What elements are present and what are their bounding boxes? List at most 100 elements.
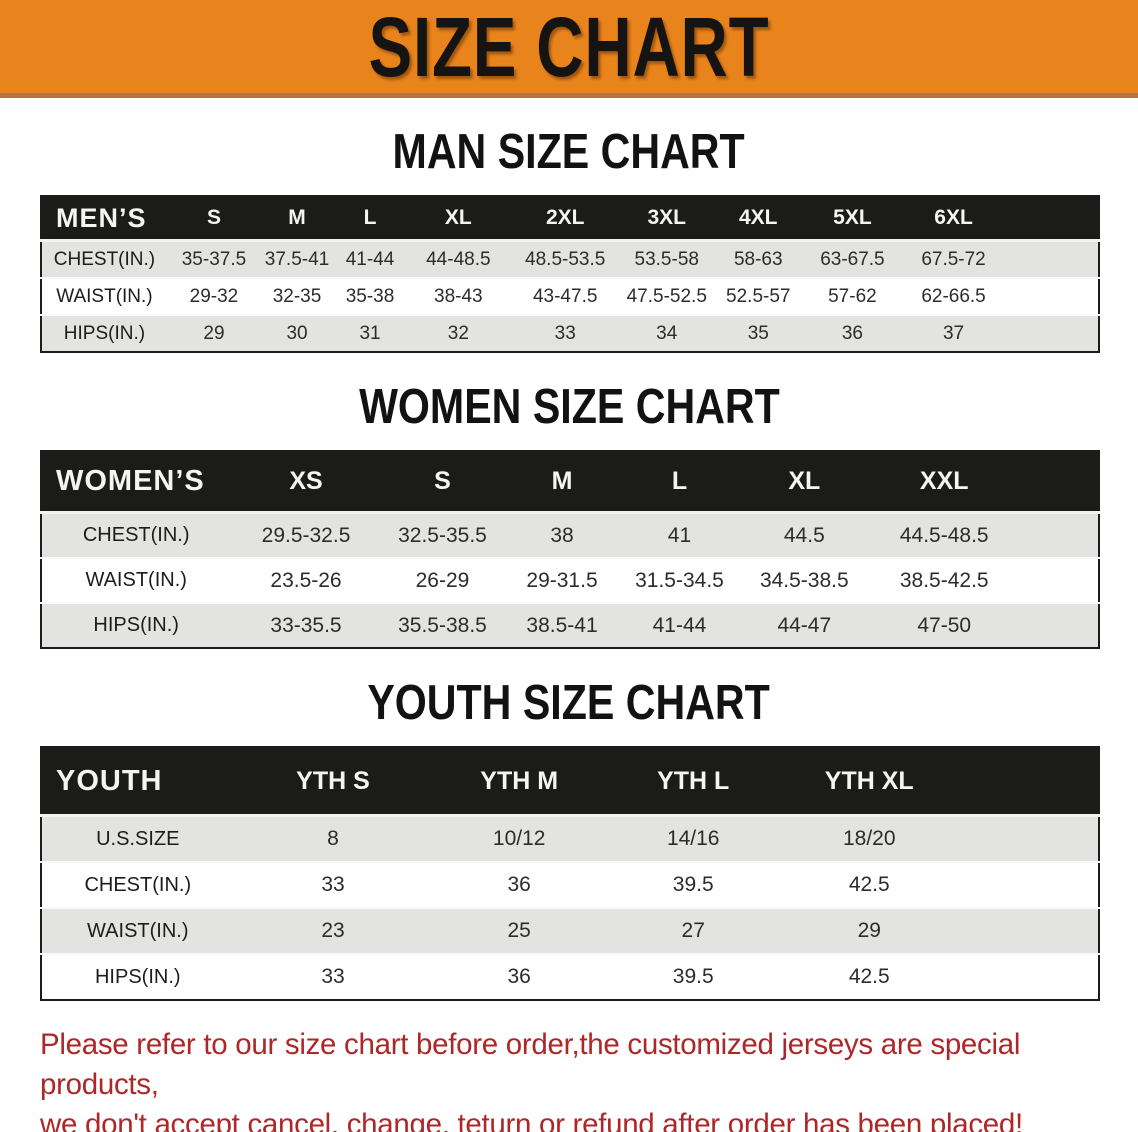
youth-row-label: CHEST(IN.): [41, 861, 234, 908]
youth-size-value-cell: 42.5: [780, 953, 1099, 1000]
women-row-label: HIPS(IN.): [41, 602, 231, 648]
men-row-label: HIPS(IN.): [41, 314, 167, 352]
men-size-value-cell: 58-63: [712, 239, 804, 278]
men-size-value-cell: 29-32: [166, 277, 262, 315]
youth-row-label: WAIST(IN.): [41, 907, 234, 954]
women-table-row: WAIST(IN.) 23.5-26 26-29 29-31.5 31.5-34.5 34…: [41, 557, 1099, 603]
women-header-row: WOMEN’S XS S M L XL XXL: [41, 451, 1099, 514]
men-size-value-cell: 41-44: [332, 239, 408, 278]
women-size-value-cell: 41-44: [620, 602, 739, 648]
youth-size-column-header: YTH XL: [780, 747, 1099, 817]
women-size-value-cell: 44-47: [738, 602, 871, 648]
men-size-value-cell: 34: [620, 314, 713, 352]
youth-table-row: U.S.SIZE 8 10/12 14/16 18/20: [41, 814, 1099, 862]
men-row-label: CHEST(IN.): [41, 239, 167, 278]
youth-size-value-cell: 10/12: [432, 814, 606, 862]
men-row-label: WAIST(IN.): [41, 277, 167, 315]
men-size-value-cell: 62-66.5: [901, 277, 1099, 315]
women-size-value-cell: 34.5-38.5: [738, 557, 871, 603]
men-size-column-header: 3XL: [620, 196, 713, 242]
women-size-value-cell: 38: [503, 511, 621, 558]
youth-size-value-cell: 23: [233, 907, 433, 954]
men-table-row: HIPS(IN.) 29 30 31 32 33 34 35 36 37: [41, 314, 1099, 352]
women-size-value-cell: 44.5: [738, 511, 871, 558]
youth-size-column-header: YTH L: [605, 747, 781, 817]
women-size-value-cell: 33-35.5: [230, 602, 382, 648]
youth-row-label: U.S.SIZE: [41, 814, 234, 862]
banner-title: SIZE CHART: [368, 0, 770, 94]
men-size-value-cell: 31: [332, 314, 408, 352]
youth-size-value-cell: 33: [233, 953, 433, 1000]
men-size-column-header: S: [166, 196, 262, 242]
men-size-table: MEN’S S M L XL 2XL 3XL 4XL 5XL 6XL CHEST(IN.) 35-37…: [40, 195, 1100, 353]
men-size-value-cell: 43-47.5: [509, 277, 621, 315]
women-table-wrap: WOMEN’S XS S M L XL XXL CHEST(IN.) 29.5-32.5 32.5…: [0, 450, 1138, 649]
youth-table-label: YOUTH: [41, 747, 234, 817]
men-section-heading-text: MAN SIZE CHART: [392, 125, 746, 179]
men-size-value-cell: 29: [166, 314, 262, 352]
youth-row-label: HIPS(IN.): [41, 953, 234, 1000]
youth-size-column-header: YTH M: [432, 747, 606, 817]
women-size-value-cell: 44.5-48.5: [870, 511, 1099, 558]
section-men: MAN SIZE CHART MEN’S S M L XL 2XL 3XL 4XL 5XL 6XL C…: [0, 128, 1138, 353]
notice-line-1: Please refer to our size chart before or…: [40, 1028, 1021, 1101]
men-table-wrap: MEN’S S M L XL 2XL 3XL 4XL 5XL 6XL CHEST(IN.) 35-37…: [0, 195, 1138, 353]
youth-section-heading: YOUTH SIZE CHART: [0, 679, 1138, 728]
banner: SIZE CHART: [0, 0, 1138, 98]
men-size-value-cell: 38-43: [407, 277, 510, 315]
men-size-value-cell: 35: [712, 314, 804, 352]
women-table-row: HIPS(IN.) 33-35.5 35.5-38.5 38.5-41 41-44 44-…: [41, 602, 1099, 648]
youth-size-value-cell: 42.5: [780, 861, 1099, 908]
youth-size-table: YOUTH YTH S YTH M YTH L YTH XL U.S.SIZE 8 10/12…: [40, 746, 1100, 1001]
men-size-value-cell: 57-62: [803, 277, 902, 315]
women-size-value-cell: 47-50: [870, 602, 1099, 648]
women-size-value-cell: 31.5-34.5: [620, 557, 739, 603]
youth-size-value-cell: 39.5: [605, 861, 781, 908]
men-size-column-header: M: [261, 196, 333, 242]
women-size-value-cell: 35.5-38.5: [381, 602, 504, 648]
men-size-value-cell: 37.5-41: [261, 239, 333, 278]
section-youth: YOUTH SIZE CHART YOUTH YTH S YTH M YTH L YTH …: [0, 679, 1138, 1001]
men-table-row: WAIST(IN.) 29-32 32-35 35-38 38-43 43-47.5 47.…: [41, 277, 1099, 315]
men-section-heading: MAN SIZE CHART: [0, 128, 1138, 177]
men-size-value-cell: 33: [509, 314, 621, 352]
women-size-value-cell: 26-29: [381, 557, 504, 603]
youth-size-value-cell: 29: [780, 907, 1099, 954]
youth-size-value-cell: 36: [432, 953, 606, 1000]
youth-size-value-cell: 27: [605, 907, 781, 954]
women-section-heading: WOMEN SIZE CHART: [0, 383, 1138, 432]
women-table-label: WOMEN’S: [41, 451, 231, 514]
size-chart-sections: MAN SIZE CHART MEN’S S M L XL 2XL 3XL 4XL 5XL 6XL C…: [0, 128, 1138, 1001]
men-size-column-header: 4XL: [712, 196, 804, 242]
youth-table-wrap: YOUTH YTH S YTH M YTH L YTH XL U.S.SIZE 8 10/12…: [0, 746, 1138, 1001]
men-size-column-header: 5XL: [803, 196, 902, 242]
men-size-column-header: 2XL: [509, 196, 621, 242]
men-size-value-cell: 67.5-72: [901, 239, 1099, 278]
women-size-value-cell: 38.5-42.5: [870, 557, 1099, 603]
women-size-column-header: M: [503, 451, 621, 514]
youth-size-column-header: YTH S: [233, 747, 433, 817]
youth-size-value-cell: 33: [233, 861, 433, 908]
women-size-value-cell: 29-31.5: [503, 557, 621, 603]
men-size-value-cell: 52.5-57: [712, 277, 804, 315]
men-size-value-cell: 32: [407, 314, 510, 352]
youth-header-row: YOUTH YTH S YTH M YTH L YTH XL: [41, 747, 1099, 817]
women-size-table: WOMEN’S XS S M L XL XXL CHEST(IN.) 29.5-32.5 32.5…: [40, 450, 1100, 649]
youth-size-value-cell: 14/16: [605, 814, 781, 862]
women-row-label: CHEST(IN.): [41, 511, 231, 558]
women-size-value-cell: 41: [620, 511, 739, 558]
men-size-value-cell: 48.5-53.5: [509, 239, 621, 278]
section-women: WOMEN SIZE CHART WOMEN’S XS S M L XL XXL CHEST(I…: [0, 383, 1138, 649]
men-size-value-cell: 44-48.5: [407, 239, 510, 278]
men-size-value-cell: 63-67.5: [803, 239, 902, 278]
footer-notice: Please refer to our size chart before or…: [40, 1025, 1100, 1132]
women-size-column-header: XS: [230, 451, 382, 514]
men-size-value-cell: 32-35: [261, 277, 333, 315]
women-section-heading-text: WOMEN SIZE CHART: [358, 380, 780, 434]
youth-size-value-cell: 39.5: [605, 953, 781, 1000]
men-size-value-cell: 37: [901, 314, 1099, 352]
men-size-value-cell: 35-38: [332, 277, 408, 315]
women-size-value-cell: 23.5-26: [230, 557, 382, 603]
women-size-column-header: XL: [738, 451, 871, 514]
